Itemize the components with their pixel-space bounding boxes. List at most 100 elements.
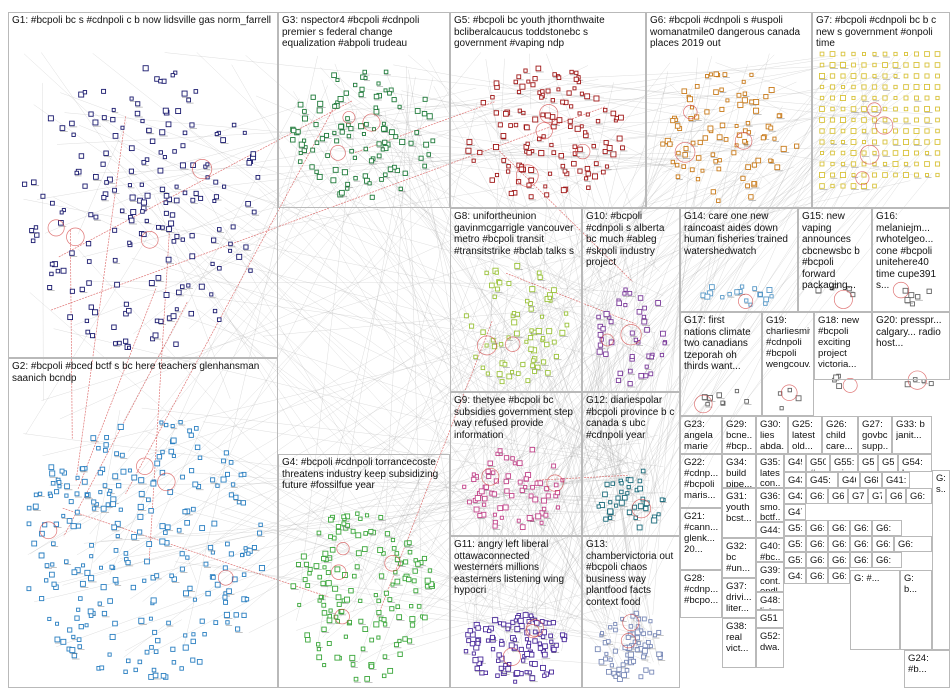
node <box>355 550 362 557</box>
node <box>613 674 618 679</box>
group-label: G27: govbc supp... <box>862 419 888 452</box>
node <box>613 627 618 633</box>
node <box>882 62 888 68</box>
group-cell-g18: G18: new #bcpoli exciting project victor… <box>814 312 872 380</box>
node <box>872 161 877 167</box>
node <box>474 665 480 672</box>
node <box>88 613 94 618</box>
node <box>903 95 909 101</box>
node <box>106 176 113 183</box>
node <box>528 194 534 200</box>
node <box>182 190 188 196</box>
node <box>552 72 557 77</box>
node <box>659 497 665 502</box>
edge <box>306 479 469 515</box>
node <box>620 145 625 151</box>
node <box>326 641 332 646</box>
node <box>192 481 199 488</box>
node <box>353 82 358 88</box>
node <box>642 642 649 649</box>
node <box>422 163 428 169</box>
edge <box>44 102 361 234</box>
node <box>830 286 835 291</box>
node <box>171 453 176 458</box>
node <box>389 129 395 135</box>
node <box>169 212 176 218</box>
self-loop <box>546 474 564 492</box>
node <box>591 173 599 180</box>
small-group-cell: G6: pri... <box>906 488 932 504</box>
group-label: G25: latest old... <box>792 419 815 452</box>
small-group-label: G6: abb... <box>832 523 846 535</box>
node <box>141 159 147 165</box>
node <box>430 138 436 144</box>
node <box>656 629 662 635</box>
node <box>722 72 728 77</box>
edge <box>191 170 412 558</box>
node <box>182 509 188 515</box>
node <box>130 209 137 215</box>
self-loop <box>622 614 640 632</box>
node <box>913 84 920 90</box>
node <box>720 400 725 405</box>
node <box>577 111 582 116</box>
node <box>716 166 722 172</box>
node <box>422 96 428 102</box>
node <box>695 155 702 161</box>
node <box>618 499 625 506</box>
node <box>600 631 604 636</box>
group-cell-g32: G32: bc #un... <box>722 538 756 578</box>
node <box>893 51 898 57</box>
node <box>484 270 489 276</box>
node <box>399 138 406 145</box>
node <box>528 346 534 352</box>
node <box>670 118 676 124</box>
node <box>526 619 532 624</box>
node <box>705 74 710 79</box>
self-loop <box>674 142 696 163</box>
node <box>376 81 381 86</box>
node <box>427 568 433 573</box>
node <box>298 141 305 148</box>
cluster-g8 <box>463 262 570 385</box>
node <box>217 265 222 271</box>
node <box>924 139 930 145</box>
node <box>603 516 609 522</box>
node <box>493 80 500 87</box>
node <box>608 339 615 346</box>
group-label: G54: b c <box>902 457 923 471</box>
edge <box>465 180 735 256</box>
node <box>88 111 94 117</box>
node <box>610 481 615 486</box>
node <box>171 239 177 244</box>
node <box>144 558 150 565</box>
small-group-cell: G6: abb... <box>828 520 850 536</box>
node <box>258 565 266 572</box>
group-label: G35: latest con... <box>760 457 780 488</box>
self-loop <box>331 564 347 580</box>
node <box>125 658 131 664</box>
node <box>904 52 908 56</box>
self-loop <box>330 145 346 161</box>
node <box>380 147 385 152</box>
node <box>794 143 800 149</box>
node <box>168 448 175 455</box>
node <box>840 73 846 79</box>
node <box>397 638 402 644</box>
edge <box>523 326 619 632</box>
node <box>523 484 528 490</box>
node <box>537 641 542 646</box>
node <box>345 186 350 191</box>
edge <box>29 292 309 536</box>
node <box>193 426 199 431</box>
node <box>622 291 627 296</box>
edge <box>147 325 537 455</box>
node <box>608 319 614 325</box>
edge <box>511 141 877 370</box>
node <box>32 503 39 510</box>
node <box>637 485 643 492</box>
node <box>44 578 49 583</box>
node <box>483 484 489 490</box>
node <box>603 140 609 146</box>
node <box>819 51 825 57</box>
